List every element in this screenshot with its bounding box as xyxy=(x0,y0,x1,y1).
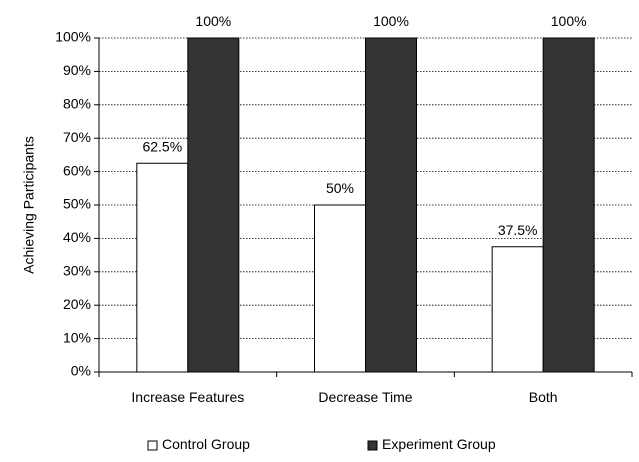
bar-experiment xyxy=(187,37,240,373)
y-tick-label: 60% xyxy=(63,162,91,178)
data-label: 62.5% xyxy=(142,138,182,154)
bar-control xyxy=(136,162,189,373)
y-tick-label: 40% xyxy=(63,229,91,245)
x-category-label: Decrease Time xyxy=(318,389,412,405)
y-tick-label: 80% xyxy=(63,96,91,112)
y-tick-label: 50% xyxy=(63,196,91,212)
legend-swatch-control xyxy=(147,440,158,451)
data-label: 100% xyxy=(551,13,587,29)
y-tick-label: 30% xyxy=(63,263,91,279)
y-tick-label: 100% xyxy=(55,29,91,45)
bar-control xyxy=(491,246,544,373)
bar-control xyxy=(314,204,366,373)
legend-label: Experiment Group xyxy=(382,436,496,452)
x-category-label: Increase Features xyxy=(131,389,244,405)
y-tick-label: 70% xyxy=(63,129,91,145)
legend-swatch-experiment xyxy=(367,440,378,451)
labels: 0% 10% 20% 30% 40% 50% 60% 70% 80% 90% 100% 62.5% 10… xyxy=(55,13,586,405)
data-label: 100% xyxy=(373,13,409,29)
y-tick-label: 20% xyxy=(63,296,91,312)
y-tick-label: 0% xyxy=(71,363,91,379)
bars xyxy=(136,37,595,373)
y-tick-label: 10% xyxy=(63,329,91,345)
x-category-label: Both xyxy=(529,389,558,405)
legend-label: Control Group xyxy=(162,436,250,452)
data-label: 100% xyxy=(195,13,231,29)
legend: Control Group Experiment Group xyxy=(147,436,496,452)
data-label: 37.5% xyxy=(498,222,538,238)
bar-experiment xyxy=(365,37,417,373)
y-tick-label: 90% xyxy=(63,62,91,78)
data-label: 50% xyxy=(326,180,354,196)
bar-experiment xyxy=(542,37,595,373)
y-axis-title: Achieving Participants xyxy=(21,136,37,274)
axes xyxy=(94,37,633,377)
